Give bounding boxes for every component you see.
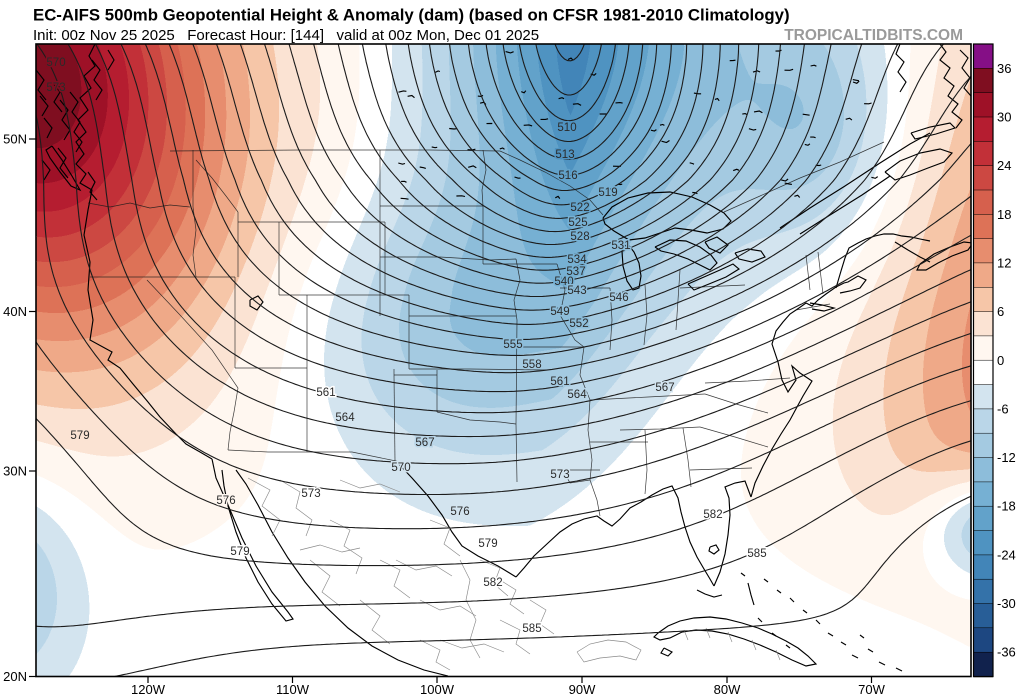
svg-text:585: 585 — [522, 623, 541, 635]
svg-text:30: 30 — [997, 110, 1011, 125]
svg-text:519: 519 — [598, 187, 617, 199]
svg-text:40N: 40N — [3, 304, 27, 319]
svg-text:573: 573 — [46, 82, 65, 94]
svg-text:570: 570 — [46, 57, 65, 69]
svg-text:561: 561 — [316, 387, 335, 399]
svg-text:50N: 50N — [3, 132, 27, 147]
svg-text:531: 531 — [611, 240, 630, 252]
svg-text:564: 564 — [567, 389, 587, 401]
svg-text:510: 510 — [557, 122, 576, 134]
svg-text:582: 582 — [703, 509, 722, 521]
svg-text:561: 561 — [550, 376, 569, 388]
svg-text:582: 582 — [483, 577, 502, 589]
svg-text:516: 516 — [558, 170, 577, 182]
svg-text:567: 567 — [415, 437, 434, 449]
svg-text:110W: 110W — [276, 682, 310, 696]
svg-text:Init: 00z Nov 25 2025 Foreca: Init: 00z Nov 25 2025 Forecast Hour: [14… — [33, 27, 539, 44]
svg-text:-6: -6 — [997, 401, 1009, 416]
svg-text:543: 543 — [567, 285, 586, 297]
svg-text:-18: -18 — [997, 499, 1016, 514]
svg-text:24: 24 — [997, 158, 1011, 173]
svg-text:570: 570 — [391, 462, 410, 474]
svg-text:12: 12 — [997, 255, 1011, 270]
svg-text:546: 546 — [609, 292, 628, 304]
svg-text:120W: 120W — [131, 682, 166, 696]
svg-text:-36: -36 — [997, 645, 1016, 660]
svg-text:90W: 90W — [569, 682, 596, 696]
svg-text:534: 534 — [567, 254, 587, 266]
svg-text:EC-AIFS 500mb Geopotential Hei: EC-AIFS 500mb Geopotential Height & Anom… — [33, 6, 790, 25]
svg-text:522: 522 — [570, 202, 589, 214]
svg-text:528: 528 — [570, 231, 589, 243]
svg-text:-24: -24 — [997, 547, 1016, 562]
svg-text:549: 549 — [550, 306, 569, 318]
svg-text:555: 555 — [503, 339, 522, 351]
svg-text:0: 0 — [997, 353, 1004, 368]
svg-text:20N: 20N — [3, 669, 27, 684]
svg-text:80W: 80W — [714, 682, 741, 696]
svg-text:-12: -12 — [997, 450, 1016, 465]
svg-text:525: 525 — [568, 217, 587, 229]
svg-text:6: 6 — [997, 304, 1004, 319]
svg-text:30N: 30N — [3, 464, 27, 479]
svg-text:576: 576 — [216, 495, 235, 507]
svg-text:573: 573 — [550, 469, 569, 481]
svg-text:18: 18 — [997, 207, 1011, 222]
svg-text:513: 513 — [555, 149, 574, 161]
svg-text:-30: -30 — [997, 596, 1016, 611]
svg-text:70W: 70W — [858, 682, 885, 696]
svg-text:100W: 100W — [420, 682, 455, 696]
svg-text:540: 540 — [554, 276, 573, 288]
svg-text:579: 579 — [230, 546, 249, 558]
svg-text:573: 573 — [301, 488, 320, 500]
svg-text:552: 552 — [569, 318, 588, 330]
svg-text:585: 585 — [747, 548, 766, 560]
svg-text:TROPICALTIDBITS.COM: TROPICALTIDBITS.COM — [784, 27, 963, 44]
svg-text:567: 567 — [655, 382, 674, 394]
svg-text:576: 576 — [450, 506, 469, 518]
svg-text:564: 564 — [335, 412, 355, 424]
svg-text:537: 537 — [566, 266, 585, 278]
svg-text:579: 579 — [70, 430, 89, 442]
svg-text:36: 36 — [997, 61, 1011, 76]
svg-text:579: 579 — [478, 538, 497, 550]
svg-text:558: 558 — [522, 359, 541, 371]
